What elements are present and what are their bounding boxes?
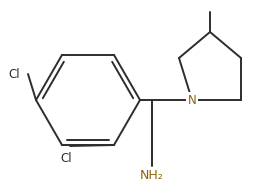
Text: NH₂: NH₂ [140,169,164,182]
Text: Cl: Cl [60,152,72,165]
Text: N: N [188,94,196,107]
Text: Cl: Cl [8,68,20,81]
